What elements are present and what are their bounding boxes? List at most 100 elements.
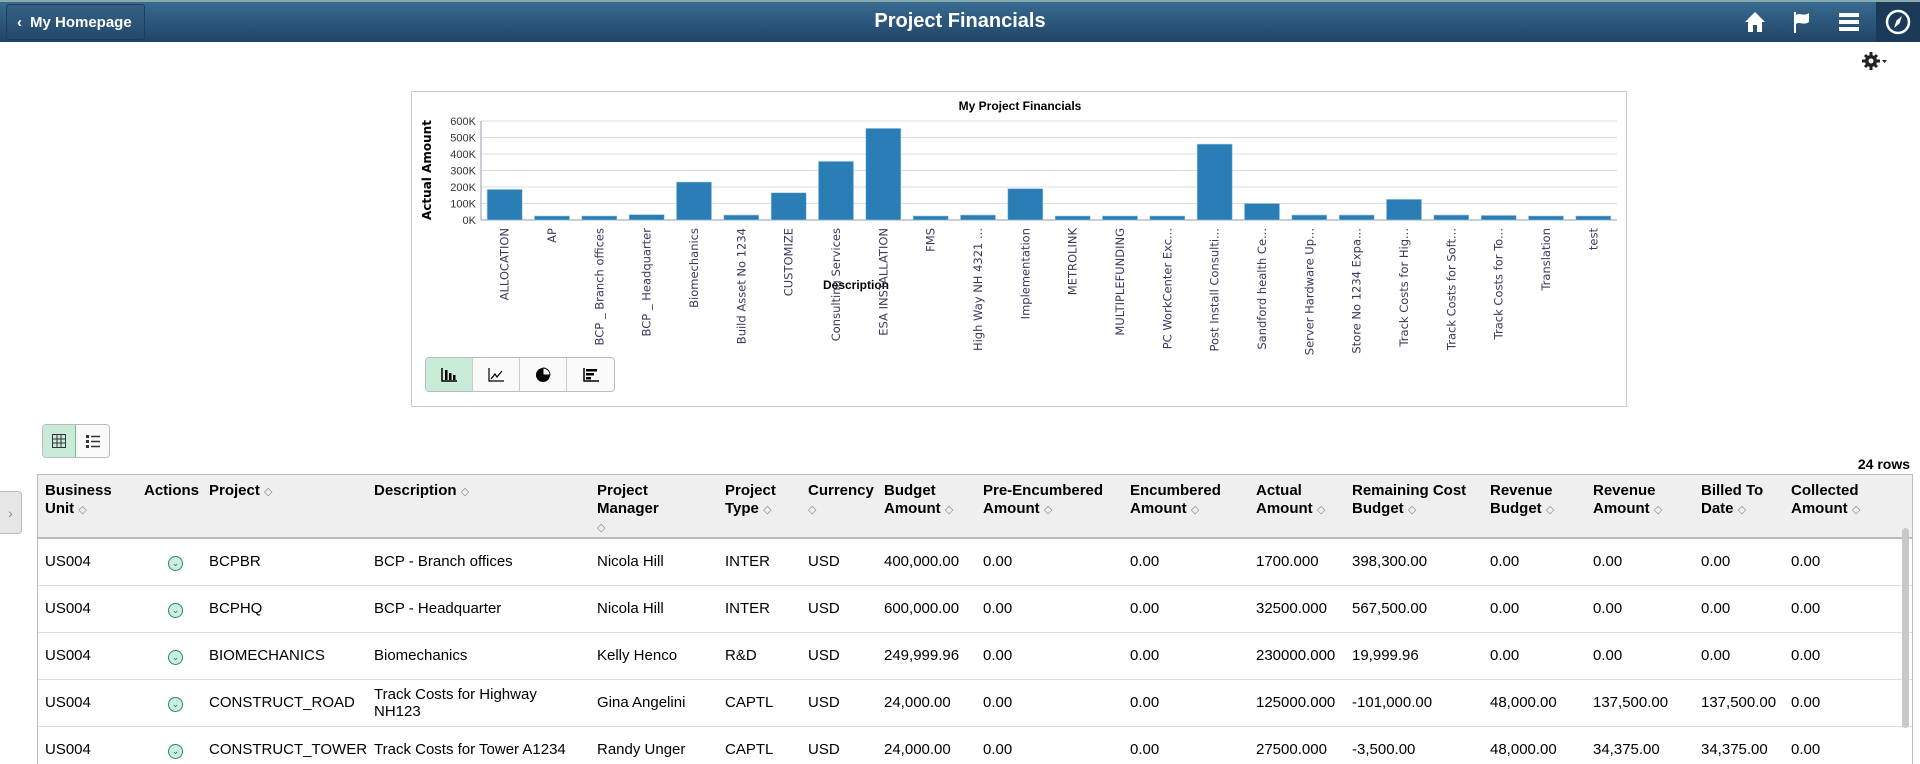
bar[interactable] (1433, 214, 1470, 221)
table-cell: Biomechanics (367, 632, 590, 680)
column-header[interactable]: Project Type ◇ (718, 475, 801, 539)
sort-icon[interactable]: ◇ (1851, 504, 1861, 516)
column-header[interactable]: Project Manager ◇ (590, 475, 718, 539)
table-cell: 0.00 (1483, 585, 1586, 633)
table-cell: US004 (38, 679, 137, 727)
column-header[interactable]: Collected Amount ◇ (1784, 475, 1912, 539)
sort-icon[interactable]: ◇ (944, 504, 954, 516)
sort-icon[interactable]: ◇ (1737, 504, 1747, 516)
x-tick-label: ESA INSTALLATION (876, 228, 890, 336)
pie-chart-button[interactable] (520, 358, 567, 391)
sort-icon[interactable]: ◇ (1316, 504, 1326, 516)
actions-chevron-icon[interactable]: ⌄ (168, 743, 183, 759)
column-header-label: Budget (1490, 500, 1542, 517)
side-panel-toggle[interactable]: › (0, 491, 22, 534)
bar[interactable] (1575, 215, 1612, 221)
bar-chart-button[interactable] (426, 358, 474, 391)
column-header-label: Remaining Cost (1352, 482, 1467, 499)
column-header[interactable]: Billed To Date ◇ (1694, 475, 1784, 539)
sort-icon[interactable]: ◇ (460, 486, 470, 498)
menu-icon[interactable] (1834, 7, 1864, 37)
sort-icon[interactable]: ◇ (763, 504, 772, 516)
actions-cell: ⌄ (137, 538, 202, 586)
sort-icon[interactable]: ◇ (1190, 504, 1200, 516)
bar[interactable] (1196, 143, 1233, 221)
x-tick-label: Track Costs for Hig... (1397, 228, 1411, 348)
sort-icon[interactable]: ◇ (1043, 504, 1053, 516)
sort-icon[interactable]: ◇ (78, 504, 87, 516)
table-row[interactable]: US004 ⌄ BCPHQ BCP - Headquarter Nicola Hill I… (38, 585, 1912, 633)
flag-icon[interactable] (1786, 7, 1816, 37)
horizontal-bar-chart-button[interactable] (567, 358, 614, 391)
bar[interactable] (1291, 214, 1328, 221)
x-tick-label: BCP _ Branch offices (592, 228, 606, 345)
column-header[interactable]: Project ◇ (202, 475, 367, 539)
bar[interactable] (628, 214, 665, 221)
table-row[interactable]: US004 ⌄ CONSTRUCT_ROAD Track Costs for High… (38, 679, 1912, 727)
sort-icon[interactable]: ◇ (1407, 504, 1417, 516)
bar[interactable] (865, 128, 902, 221)
column-header-label: Business (45, 482, 112, 499)
bar[interactable] (1528, 215, 1564, 221)
column-header[interactable]: Business Unit ◇ (38, 475, 137, 539)
settings-gear-button[interactable] (1862, 52, 1888, 75)
column-header[interactable]: Actual Amount ◇ (1249, 475, 1345, 539)
bar[interactable] (1386, 199, 1422, 221)
sort-icon[interactable]: ◇ (264, 486, 273, 498)
sort-icon[interactable]: ◇ (1653, 504, 1663, 516)
bar[interactable] (1244, 203, 1280, 221)
home-icon[interactable] (1740, 7, 1770, 37)
column-header[interactable]: Pre-Encumbered Amount ◇ (976, 475, 1123, 539)
chevron-right-icon: › (8, 504, 13, 521)
bar[interactable] (912, 215, 949, 221)
table-row[interactable]: US004 ⌄ BCPBR BCP - Branch offices Nicola Hi… (38, 538, 1912, 586)
bar[interactable] (581, 215, 618, 221)
column-header[interactable]: Currency ◇ (801, 475, 877, 539)
column-header[interactable]: Revenue Budget ◇ (1483, 475, 1586, 539)
bar[interactable] (1102, 215, 1138, 221)
column-header[interactable]: Revenue Amount ◇ (1586, 475, 1694, 539)
bar[interactable] (770, 192, 807, 221)
actions-chevron-icon[interactable]: ⌄ (168, 602, 183, 618)
column-header[interactable]: Budget Amount ◇ (877, 475, 976, 539)
column-header[interactable]: Encumbered Amount ◇ (1123, 475, 1249, 539)
navbar-compass-button[interactable] (1876, 2, 1920, 42)
bar[interactable] (534, 215, 570, 221)
bar[interactable] (486, 189, 523, 221)
column-header-label: Unit (45, 500, 75, 517)
bar[interactable] (723, 214, 760, 221)
bar[interactable] (1480, 215, 1517, 221)
chart-title: My Project Financials (959, 99, 1082, 113)
bar[interactable] (676, 181, 712, 221)
bar[interactable] (1338, 214, 1375, 221)
column-header[interactable]: Description ◇ (367, 475, 590, 539)
table-cell: R&D (718, 632, 801, 680)
bar[interactable] (1149, 215, 1186, 221)
column-header-label: Amount (1593, 500, 1650, 517)
my-homepage-button[interactable]: ‹ My Homepage (6, 4, 145, 40)
table-row[interactable]: US004 ⌄ CONSTRUCT_TOWER Track Costs for Tow… (38, 726, 1912, 764)
top-banner: ‹ My Homepage Project Financials (0, 0, 1920, 42)
grid-view-button[interactable] (43, 425, 76, 457)
grid-scrollbar[interactable] (1902, 528, 1909, 728)
sort-icon[interactable]: ◇ (808, 504, 817, 516)
actions-chevron-icon[interactable]: ⌄ (168, 649, 183, 665)
table-row[interactable]: US004 ⌄ BIOMECHANICS Biomechanics Kelly Henc… (38, 632, 1912, 680)
line-chart-button[interactable] (473, 358, 520, 391)
table-cell: 398,300.00 (1345, 538, 1483, 586)
actions-chevron-icon[interactable]: ⌄ (168, 696, 183, 712)
table-cell: 0.00 (1123, 679, 1249, 727)
page-title: Project Financials (874, 10, 1046, 32)
actions-chevron-icon[interactable]: ⌄ (168, 555, 183, 571)
table-cell: 0.00 (1586, 538, 1694, 586)
bar[interactable] (818, 161, 854, 221)
bar[interactable] (960, 214, 996, 221)
sort-icon[interactable]: ◇ (597, 522, 606, 534)
list-view-button[interactable] (76, 425, 109, 457)
column-header[interactable]: Remaining Cost Budget ◇ (1345, 475, 1483, 539)
sort-icon[interactable]: ◇ (1545, 504, 1555, 516)
bar[interactable] (1054, 215, 1091, 221)
table-cell: 0.00 (976, 632, 1123, 680)
bar[interactable] (1007, 188, 1044, 221)
x-tick-label: FMS (924, 228, 938, 252)
